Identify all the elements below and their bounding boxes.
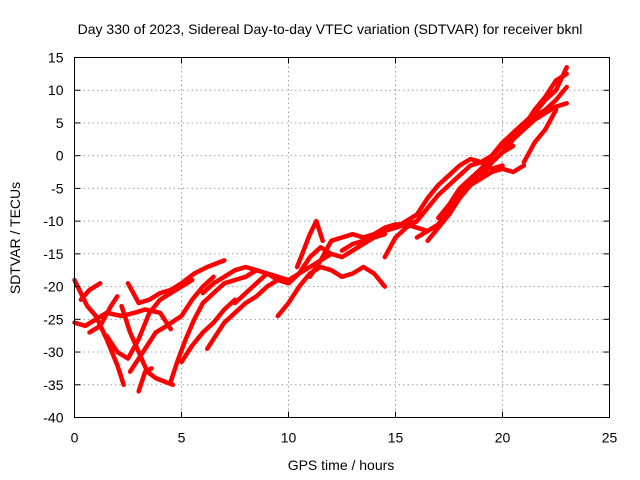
- series-line-track-27: [510, 71, 569, 139]
- y-tick-label: -5: [51, 180, 64, 196]
- y-tick-label: 15: [48, 50, 64, 66]
- x-tick-label: 25: [602, 430, 618, 446]
- plot-frame: [74, 57, 610, 418]
- series-line-track-14: [232, 251, 334, 306]
- series-line-track-20: [382, 173, 462, 260]
- y-tick-label: -20: [43, 279, 63, 295]
- series-line-track-6: [104, 277, 195, 361]
- x-axis-title: GPS time / hours: [288, 457, 395, 473]
- series-line-track-19: [339, 222, 430, 253]
- series-line-track-15: [275, 264, 388, 319]
- series-line-track-26: [468, 101, 569, 185]
- x-tick-label: 10: [281, 430, 297, 446]
- y-tick-label: -10: [43, 213, 63, 229]
- series-line-track-25: [457, 84, 569, 178]
- y-tick-label: 5: [56, 115, 64, 131]
- series-line-track-11: [179, 297, 238, 365]
- y-axis-title: SDTVAR / TECUs: [7, 182, 23, 294]
- series-line-track-12: [204, 277, 281, 352]
- y-tick-label: -25: [43, 311, 63, 327]
- x-tick-label: 20: [495, 430, 511, 446]
- series-line-track-3: [78, 281, 103, 302]
- y-tick-label: -15: [43, 246, 63, 262]
- series-line-track-7: [136, 366, 154, 394]
- y-tick-label: -35: [43, 377, 63, 393]
- x-tick-label: 5: [178, 430, 186, 446]
- series-group: [72, 65, 569, 394]
- y-tick-label: 10: [48, 82, 64, 98]
- grid: [74, 57, 610, 418]
- series-line-track-28: [521, 107, 559, 165]
- series-line-track-17: [294, 218, 325, 270]
- series-line-track-8: [127, 274, 216, 374]
- x-tick-label: 0: [71, 430, 79, 446]
- series-line-track-10: [168, 267, 259, 384]
- axis-ticks: 0 5 10 15 20 25 -40 -35 -30 -25 -20 -15 -10 -5 0 5 10 15: [43, 50, 617, 446]
- x-tick-label: 15: [388, 430, 404, 446]
- series-line-track-9: [125, 258, 227, 306]
- series-line-track-1: [72, 277, 126, 388]
- series-line-track-4: [87, 294, 120, 335]
- series-line-track-2: [72, 307, 174, 332]
- y-tick-label: -40: [43, 410, 63, 426]
- y-tick-label: -30: [43, 344, 63, 360]
- chart-title: Day 330 of 2023, Sidereal Day-to-day VTE…: [78, 21, 583, 37]
- y-tick-label: 0: [56, 148, 64, 164]
